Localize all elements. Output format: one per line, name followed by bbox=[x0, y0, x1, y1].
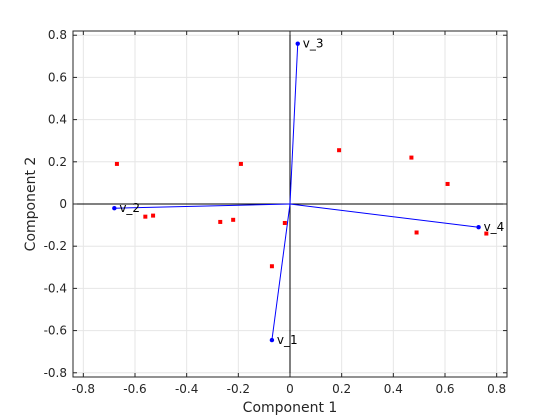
vector-line-v_1 bbox=[271, 203, 291, 341]
y-tick-label: -0.2 bbox=[44, 239, 67, 253]
vector-tip-v_1 bbox=[269, 337, 275, 343]
vector-tip-v_4 bbox=[476, 225, 481, 230]
vector-tip-v_2 bbox=[112, 206, 117, 211]
vector-label-v_4: v_4 bbox=[484, 220, 505, 234]
score-point bbox=[414, 230, 419, 235]
y-tick-label: 0.2 bbox=[48, 155, 67, 169]
score-point bbox=[409, 155, 414, 160]
x-tick-label: 0.4 bbox=[384, 382, 403, 396]
y-tick-label: -0.8 bbox=[44, 366, 67, 380]
y-tick-label: -0.6 bbox=[44, 324, 67, 338]
y-axis-ticks: -0.8 -0.6 -0.4 -0.2 0 0.2 0.4 0.6 0.8 bbox=[44, 28, 507, 380]
score-point bbox=[269, 264, 274, 269]
y-tick-label: 0.8 bbox=[48, 28, 67, 42]
score-point bbox=[218, 219, 223, 224]
score-points bbox=[114, 148, 489, 269]
x-tick-label: 0 bbox=[286, 382, 294, 396]
score-point bbox=[484, 231, 489, 236]
score-point bbox=[114, 161, 119, 166]
vector-line-v_4 bbox=[289, 203, 479, 228]
x-tick-label: 0.2 bbox=[332, 382, 351, 396]
score-point bbox=[151, 213, 156, 218]
y-tick-label: 0.4 bbox=[48, 113, 67, 127]
vector-label-v_3: v_3 bbox=[303, 37, 324, 51]
y-tick-label: 0.6 bbox=[48, 70, 67, 84]
loading-vectors: v_1 v_2 v_3 v_4 bbox=[112, 37, 504, 347]
x-tick-label: 0.6 bbox=[435, 382, 454, 396]
x-tick-label: -0.2 bbox=[227, 382, 250, 396]
vector-line-v_2 bbox=[114, 203, 291, 209]
score-point bbox=[231, 217, 236, 222]
x-tick-label: -0.6 bbox=[123, 382, 146, 396]
score-point bbox=[337, 148, 342, 153]
x-tick-label: -0.4 bbox=[175, 382, 198, 396]
score-point bbox=[282, 220, 287, 225]
score-point bbox=[143, 214, 148, 219]
x-tick-label: -0.8 bbox=[72, 382, 95, 396]
x-tick-label: 0.8 bbox=[487, 382, 506, 396]
x-axis-ticks: -0.8 -0.6 -0.4 -0.2 0 0.2 0.4 0.6 0.8 bbox=[72, 31, 506, 396]
y-tick-label: 0 bbox=[59, 197, 67, 211]
vector-label-v_2: v_2 bbox=[119, 201, 140, 215]
vector-label-v_1: v_1 bbox=[277, 333, 298, 347]
vector-tip-v_3 bbox=[295, 41, 300, 46]
y-tick-label: -0.4 bbox=[44, 281, 67, 295]
y-axis-label: Component 2 bbox=[23, 157, 39, 252]
x-axis-label: Component 1 bbox=[243, 400, 338, 416]
vector-line-v_3 bbox=[289, 43, 299, 205]
score-point bbox=[445, 181, 450, 186]
score-point bbox=[238, 161, 243, 166]
